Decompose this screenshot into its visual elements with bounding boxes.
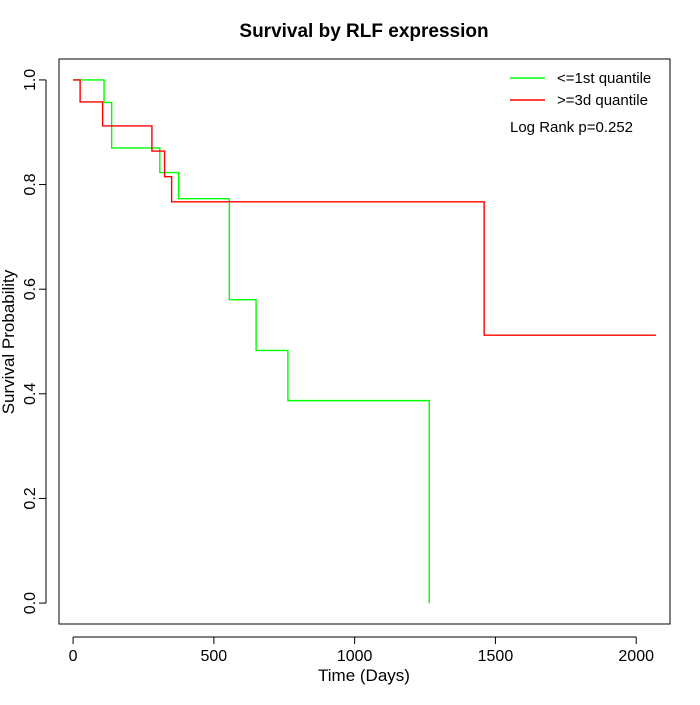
y-tick-label: 0.6 — [22, 278, 39, 300]
legend-label-low-quantile: <=1st quantile — [557, 70, 651, 87]
y-axis-label: Survival Probability — [0, 269, 18, 414]
y-tick-label: 0.0 — [22, 592, 39, 614]
series-line-low-quantile — [73, 79, 430, 604]
y-tick-label: 0.8 — [22, 173, 39, 195]
x-tick-label: 1500 — [478, 648, 514, 665]
y-tick-label: 1.0 — [22, 69, 39, 91]
y-tick-label: 0.2 — [22, 487, 39, 509]
x-tick-label: 1000 — [337, 648, 373, 665]
legend: <=1st quantile >=3d quantile — [510, 70, 651, 109]
y-tick-label: 0.4 — [22, 383, 39, 405]
logrank-annotation: Log Rank p=0.252 — [510, 119, 633, 136]
axes-layer: 0 500 1000 1500 2000 0.0 0.2 0.4 0.6 0.8 1.0 — [22, 69, 654, 665]
plot-frame — [58, 58, 671, 625]
x-axis-label: Time (Days) — [318, 666, 410, 685]
series-line-high-quantile — [73, 79, 656, 336]
x-tick-label: 0 — [69, 648, 78, 665]
x-tick-label: 2000 — [618, 648, 654, 665]
chart-title: Survival by RLF expression — [239, 21, 488, 42]
x-tick-label: 500 — [201, 648, 228, 665]
series-layer — [73, 79, 656, 604]
legend-label-high-quantile: >=3d quantile — [557, 92, 648, 109]
